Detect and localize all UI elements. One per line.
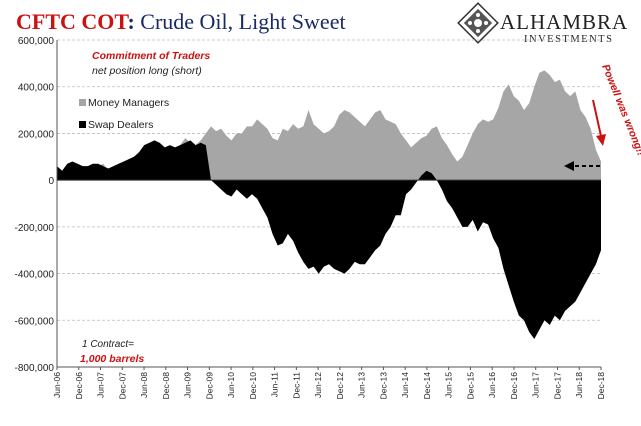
- x-tick-label: Dec-07: [117, 372, 127, 400]
- x-tick-label: Dec-09: [204, 372, 214, 400]
- x-tick-label: Jun-16: [487, 372, 497, 398]
- x-tick-label: Dec-17: [553, 372, 563, 400]
- chart-title-separator: :: [127, 9, 134, 34]
- chart-title: CFTC COT: Crude Oil, Light Sweet: [16, 9, 346, 34]
- x-tick-label: Jun-18: [574, 372, 584, 398]
- legend-label-money-managers: Money Managers: [88, 97, 169, 109]
- powell-annotation: Powell was wrong!!: [592, 63, 641, 158]
- x-tick-label: Jun-17: [531, 372, 541, 398]
- x-tick-label: Jun-07: [96, 372, 106, 398]
- dashed-arrow-head-icon: [564, 161, 574, 171]
- y-tick-labels: 600,000 400,000 200,000 0 -200,000 -400,000 -6…: [15, 36, 55, 374]
- legend-label-swap-dealers: Swap Dealers: [88, 119, 153, 131]
- chart-title-rest: Crude Oil, Light Sweet: [135, 9, 346, 34]
- y-tick-label: -200,000: [15, 223, 55, 234]
- chart-subtitle: Commitment of Traders: [92, 50, 210, 62]
- series-area-swap-dealers: [57, 140, 601, 339]
- y-tick-label: -800,000: [15, 363, 55, 374]
- series-areas: [57, 70, 601, 339]
- x-tick-label: Jun-08: [139, 372, 149, 398]
- powell-arrow-head-icon: [596, 134, 606, 146]
- x-tick-label: Jun-09: [183, 372, 193, 398]
- x-tick-label: Jun-06: [52, 372, 62, 398]
- y-tick-label: 600,000: [18, 36, 55, 47]
- powell-arrow-line: [592, 99, 602, 137]
- x-tick-label: Jun-15: [444, 372, 454, 398]
- x-tick-labels: Jun-06 Dec-06 Jun-07 Dec-07 Jun-08 Dec-08 Jun-…: [52, 367, 606, 399]
- x-tick-label: Dec-16: [509, 372, 519, 400]
- x-tick-label: Jun-13: [357, 372, 367, 398]
- contract-note-line2: 1,000 barrels: [80, 353, 144, 365]
- y-tick-label: 0: [48, 176, 54, 187]
- axes: [56, 40, 601, 368]
- y-tick-label: 400,000: [18, 83, 55, 94]
- x-tick-label: Jun-12: [313, 372, 323, 398]
- x-tick-label: Dec-12: [335, 372, 345, 400]
- x-tick-label: Dec-06: [74, 372, 84, 400]
- legend-swatch-swap-dealers: [79, 121, 86, 128]
- dashed-arrow: [564, 161, 600, 171]
- contract-note-line1: 1 Contract=: [82, 339, 134, 350]
- logo-tagline: INVESTMENTS: [524, 34, 613, 45]
- logo-diamond-icon: [457, 2, 499, 44]
- powell-annotation-text: Powell was wrong!!: [599, 63, 641, 158]
- legend: Money Managers Swap Dealers: [79, 97, 169, 131]
- x-tick-label: Dec-15: [465, 372, 475, 400]
- x-tick-label: Jun-11: [270, 372, 280, 398]
- x-tick-label: Dec-10: [248, 372, 258, 400]
- alhambra-logo: ALHAMBRA INVESTMENTS: [457, 2, 628, 45]
- x-tick-label: Jun-14: [400, 372, 410, 398]
- x-tick-label: Jun-10: [226, 372, 236, 398]
- x-tick-label: Dec-18: [596, 372, 606, 400]
- y-tick-label: -600,000: [15, 316, 55, 327]
- legend-swatch-money-managers: [79, 99, 86, 106]
- y-tick-label: 200,000: [18, 129, 55, 140]
- x-tick-label: Dec-11: [291, 372, 301, 399]
- y-tick-label: -400,000: [15, 270, 55, 281]
- x-tick-label: Dec-13: [378, 372, 388, 400]
- chart-subtitle2: net position long (short): [92, 65, 202, 77]
- x-tick-label: Dec-14: [422, 372, 432, 400]
- chart-title-prefix: CFTC COT: [16, 9, 129, 34]
- x-tick-label: Dec-08: [161, 372, 171, 400]
- logo-name: ALHAMBRA: [500, 10, 628, 34]
